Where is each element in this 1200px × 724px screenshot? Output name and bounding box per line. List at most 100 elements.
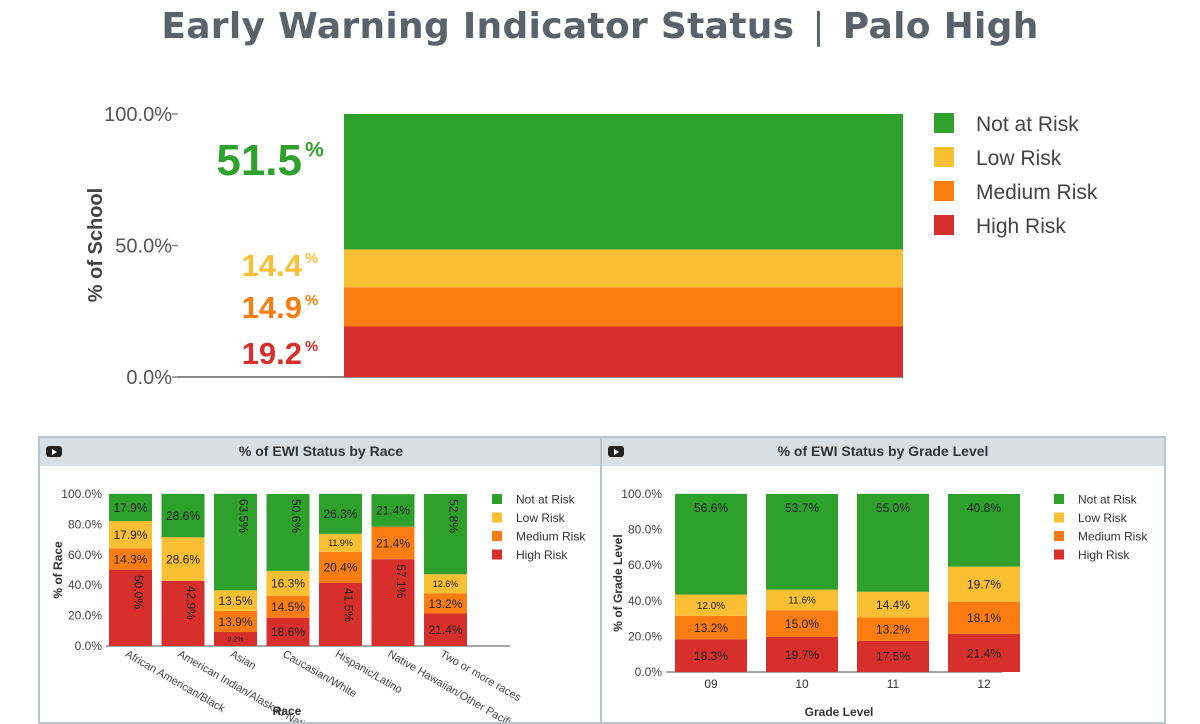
bar-segment xyxy=(857,640,929,672)
legend-label: High Risk xyxy=(976,215,1066,238)
data-label: 15.0% xyxy=(785,617,819,631)
legend-swatch xyxy=(1054,549,1064,560)
data-label: 57.1% xyxy=(394,564,408,598)
bar-segment xyxy=(424,593,467,614)
bar-segment xyxy=(161,493,205,538)
y-tick-label: 100.0% xyxy=(104,104,172,126)
bar-segment xyxy=(214,493,257,591)
data-label: 55.0% xyxy=(876,501,910,515)
data-label: 42.9% xyxy=(184,586,198,620)
youtube-icon[interactable] xyxy=(46,446,62,457)
data-label: 26.3% xyxy=(323,507,357,521)
bar-segment xyxy=(948,494,1020,567)
bar-segment xyxy=(766,589,838,611)
y-tick-label: 40.0% xyxy=(68,578,102,592)
legend-swatch xyxy=(492,531,502,541)
y-tick-label: 20.0% xyxy=(628,629,662,643)
legend-swatch xyxy=(492,549,502,560)
percent-sign: % xyxy=(305,139,324,162)
data-label: 28.6% xyxy=(166,509,200,523)
legend-swatch xyxy=(1054,531,1064,541)
race-chart-title: % of EWI Status by Race xyxy=(238,443,404,459)
legend-label: Not at Risk xyxy=(516,493,576,507)
race-chart: 100.0% 80.0% 60.0% 40.0% 20.0% 0.0% % of Race 5… xyxy=(51,487,586,722)
bar-segment xyxy=(857,493,929,592)
legend-label: Low Risk xyxy=(1078,511,1128,525)
bar-segment xyxy=(424,613,467,646)
data-label: 13.2% xyxy=(428,597,462,611)
data-label: 16.3% xyxy=(271,577,305,591)
data-label: 13.9% xyxy=(218,615,252,629)
bar-segment xyxy=(214,610,257,633)
data-label: 19.7% xyxy=(967,577,1001,591)
big-value-label: 51.5 xyxy=(216,136,302,185)
data-label: 13.2% xyxy=(876,622,910,636)
page-title: Early Warning Indicator Status | Palo High xyxy=(0,6,1200,47)
y-tick-label: 20.0% xyxy=(68,609,102,623)
x-axis-label: Race xyxy=(273,704,302,718)
data-label: 11.9% xyxy=(328,538,353,548)
y-axis-label: % of School xyxy=(85,188,107,302)
grade-chart: 100.0% 80.0% 60.0% 40.0% 20.0% 0.0% % of Grade… xyxy=(611,487,1148,719)
y-tick-label: 100.0% xyxy=(61,487,102,501)
bar-segment xyxy=(319,493,362,534)
bar-segment xyxy=(857,591,929,618)
race-panel-header: % of EWI Status by Race xyxy=(40,438,602,466)
legend-swatch xyxy=(934,181,954,201)
youtube-icon[interactable] xyxy=(608,446,624,457)
bar-segment xyxy=(319,533,362,552)
data-label: 17.9% xyxy=(113,528,147,542)
legend-label: Low Risk xyxy=(516,511,566,525)
data-label: 56.6% xyxy=(694,501,728,515)
bar-segment xyxy=(675,594,747,616)
data-label: 11.6% xyxy=(788,596,816,607)
legend-swatch xyxy=(1054,494,1064,504)
bar-segment xyxy=(266,595,310,618)
bar-segment xyxy=(675,493,747,595)
data-label: 18.1% xyxy=(967,611,1001,625)
bar-segment xyxy=(857,617,929,641)
data-label: 40.8% xyxy=(967,501,1001,515)
bar-segment xyxy=(948,566,1020,602)
x-tick-label: 12 xyxy=(977,677,991,691)
bar-segment xyxy=(371,559,415,646)
bar-segment xyxy=(109,493,152,522)
data-label: 18.3% xyxy=(694,649,728,663)
data-label: 19.7% xyxy=(785,648,819,662)
data-label: 14.5% xyxy=(271,600,305,614)
bar-segment xyxy=(766,636,838,672)
y-tick-label: 0.0% xyxy=(635,665,663,679)
data-label: 20.4% xyxy=(323,561,357,575)
data-label: 17.9% xyxy=(113,501,147,515)
legend-label: Not at Risk xyxy=(976,113,1079,136)
bar-segment xyxy=(766,494,838,590)
percent-sign: % xyxy=(305,339,318,355)
y-tick-label: 0.0% xyxy=(126,367,172,389)
legend-swatch xyxy=(934,113,954,133)
data-label: 13.2% xyxy=(694,621,728,635)
y-axis-label: % of Race xyxy=(51,541,65,599)
legend-label: Medium Risk xyxy=(1078,530,1148,544)
y-tick-label: 60.0% xyxy=(68,548,102,562)
legend-label: Low Risk xyxy=(976,147,1062,170)
data-label: 41.5% xyxy=(342,588,356,622)
bar-segment xyxy=(319,551,362,583)
title-text: Early Warning Indicator Status xyxy=(161,6,795,47)
x-axis-label: Grade Level xyxy=(805,705,874,719)
data-label: 14.3% xyxy=(113,552,147,566)
big-value-label: 14.4 xyxy=(242,248,303,283)
bar-segment xyxy=(266,617,310,646)
data-label: 63.5% xyxy=(237,499,251,533)
bar-segment xyxy=(344,114,903,250)
bar-segment xyxy=(266,570,310,596)
bar-segment xyxy=(214,632,257,646)
percent-sign: % xyxy=(305,293,318,309)
legend-label: High Risk xyxy=(1078,548,1130,562)
y-tick-label: 100.0% xyxy=(621,487,662,501)
y-tick-label: 60.0% xyxy=(628,558,662,572)
data-label: 12.6% xyxy=(433,579,459,589)
bar-segment xyxy=(344,249,903,288)
bar-segment xyxy=(161,580,205,646)
big-value-label: 19.2 xyxy=(242,336,302,371)
